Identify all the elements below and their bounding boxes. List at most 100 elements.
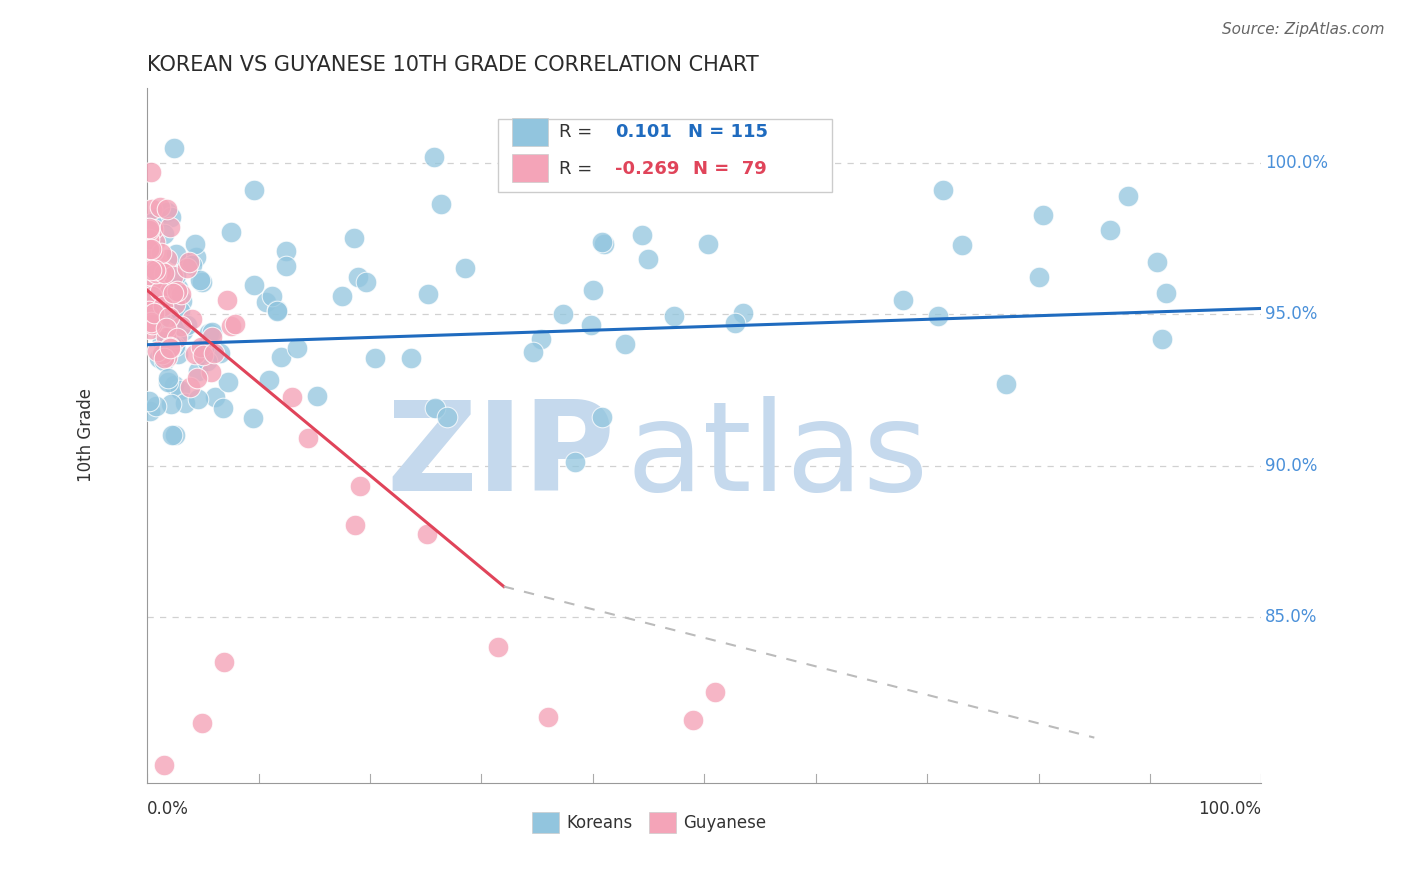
Point bbox=[150, 310, 173, 325]
Point bbox=[242, 410, 264, 425]
Point bbox=[160, 338, 183, 352]
Point bbox=[724, 316, 747, 330]
Point bbox=[454, 260, 477, 275]
Point bbox=[1098, 223, 1121, 237]
Point bbox=[179, 379, 201, 393]
Point bbox=[141, 202, 163, 216]
Text: 85.0%: 85.0% bbox=[1265, 607, 1317, 625]
Point bbox=[169, 312, 191, 326]
Point bbox=[159, 220, 181, 235]
Point bbox=[662, 309, 685, 323]
Point bbox=[266, 302, 288, 317]
Point bbox=[160, 397, 183, 411]
Point bbox=[330, 289, 353, 303]
FancyBboxPatch shape bbox=[512, 118, 548, 145]
Point bbox=[190, 715, 212, 730]
Point bbox=[163, 339, 186, 353]
Point bbox=[193, 343, 215, 357]
Point bbox=[153, 757, 176, 772]
Point bbox=[167, 280, 190, 294]
Point bbox=[177, 254, 200, 268]
Point bbox=[163, 296, 186, 310]
Point bbox=[138, 258, 160, 272]
Point bbox=[166, 285, 188, 299]
Point bbox=[217, 375, 239, 389]
Point bbox=[149, 285, 172, 299]
Text: 0.0%: 0.0% bbox=[148, 800, 188, 818]
Point bbox=[155, 321, 177, 335]
Text: R =: R = bbox=[560, 161, 593, 178]
Text: atlas: atlas bbox=[626, 396, 928, 516]
Point bbox=[187, 392, 209, 406]
Point bbox=[219, 225, 242, 239]
Point bbox=[257, 373, 280, 387]
Point bbox=[152, 299, 174, 313]
Point bbox=[156, 371, 179, 385]
Point bbox=[224, 317, 246, 331]
Point bbox=[212, 655, 235, 669]
Point bbox=[153, 282, 176, 296]
Point bbox=[486, 640, 509, 654]
Point bbox=[149, 263, 172, 277]
Point bbox=[150, 262, 173, 277]
Point bbox=[697, 236, 720, 251]
Point bbox=[148, 351, 170, 365]
Point bbox=[174, 395, 197, 409]
Point bbox=[423, 151, 446, 165]
Point bbox=[591, 409, 613, 424]
Point bbox=[591, 235, 613, 250]
Point bbox=[188, 273, 211, 287]
Point bbox=[260, 288, 283, 302]
Point bbox=[191, 275, 214, 289]
Point bbox=[364, 351, 387, 365]
Point bbox=[169, 383, 191, 397]
Point bbox=[138, 220, 160, 235]
Point bbox=[153, 266, 176, 280]
Point bbox=[416, 526, 439, 541]
Point bbox=[1032, 207, 1054, 221]
Point bbox=[160, 427, 183, 442]
Text: 0.101: 0.101 bbox=[616, 122, 672, 141]
Point bbox=[166, 328, 188, 343]
Point bbox=[613, 337, 636, 351]
Point bbox=[142, 222, 165, 236]
Point bbox=[153, 351, 176, 365]
Point bbox=[927, 310, 949, 324]
Point bbox=[219, 318, 242, 333]
Point bbox=[138, 304, 160, 318]
Text: 100.0%: 100.0% bbox=[1265, 154, 1327, 172]
Point bbox=[564, 455, 586, 469]
Point bbox=[157, 310, 180, 325]
Point bbox=[184, 236, 207, 251]
Point bbox=[138, 304, 160, 318]
Point bbox=[198, 326, 221, 340]
Point bbox=[166, 331, 188, 345]
Point bbox=[138, 268, 160, 282]
Point bbox=[150, 334, 173, 349]
Text: 10th Grade: 10th Grade bbox=[77, 388, 96, 483]
Point bbox=[297, 431, 319, 445]
Point bbox=[139, 242, 162, 256]
Point bbox=[191, 348, 214, 362]
Point bbox=[200, 365, 222, 379]
Point bbox=[423, 401, 446, 416]
Point bbox=[181, 312, 204, 326]
Point bbox=[187, 363, 209, 377]
Point bbox=[931, 183, 953, 197]
Point bbox=[270, 350, 292, 364]
Point bbox=[537, 709, 560, 723]
Point bbox=[141, 274, 163, 288]
Point bbox=[950, 238, 973, 252]
Point bbox=[142, 244, 165, 258]
Point bbox=[593, 237, 616, 252]
Point bbox=[215, 293, 238, 307]
Point bbox=[138, 262, 160, 277]
Point bbox=[138, 250, 160, 264]
FancyBboxPatch shape bbox=[648, 812, 676, 833]
Point bbox=[139, 322, 162, 336]
Point bbox=[143, 235, 166, 250]
Point bbox=[343, 517, 366, 532]
Point bbox=[141, 216, 163, 230]
Point bbox=[637, 252, 659, 267]
Text: R =: R = bbox=[560, 122, 593, 141]
